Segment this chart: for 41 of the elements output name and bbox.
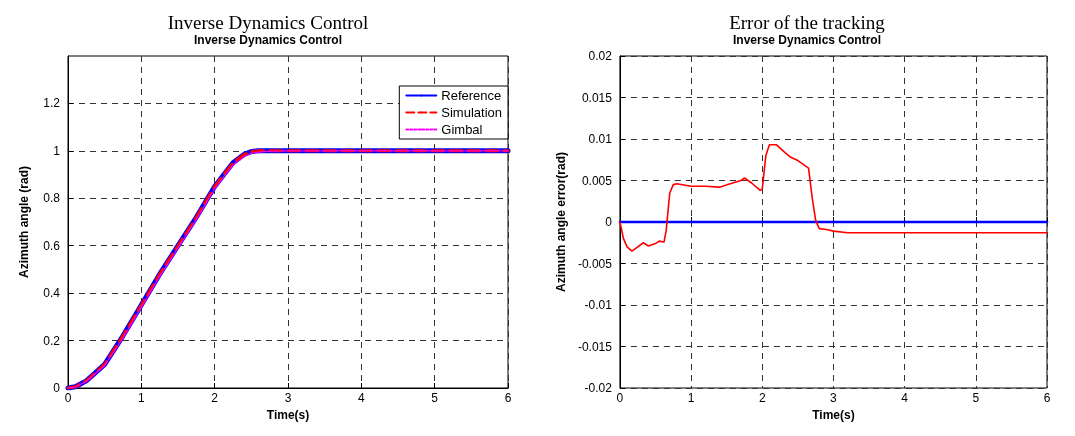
y-tick-label: -0.015 (577, 339, 613, 354)
legend-label: Gimbal (441, 122, 483, 137)
x-tick-label: 0 (616, 391, 624, 405)
x-tick-label: 3 (284, 391, 292, 405)
y-tick-label: -0.005 (577, 256, 613, 271)
x-tick-label: 4 (357, 391, 365, 405)
x-tick-label: 2 (211, 391, 219, 405)
x-tick-label: 2 (758, 391, 766, 405)
chart-title: Inverse Dynamics Control (167, 12, 369, 33)
y-tick-label: 0 (605, 215, 613, 229)
y-tick-label: 0.005 (581, 173, 613, 188)
x-tick-label: 3 (830, 391, 838, 405)
x-axis-title: Time(s) (266, 407, 310, 422)
x-tick-label: 6 (504, 391, 512, 405)
y-tick-label: 0.4 (43, 286, 61, 301)
chart-subtitle: Inverse Dynamics Control (732, 33, 882, 47)
x-tick-label: 6 (1043, 391, 1051, 405)
y-tick-label: 0.01 (588, 132, 613, 146)
legend-label: Simulation (441, 105, 503, 120)
x-tick-label: 5 (972, 391, 980, 405)
y-tick-label: -0.01 (584, 298, 613, 312)
y-tick-label: 1.2 (43, 96, 61, 111)
y-axis-title: Azimuth angle error(rad) (554, 151, 568, 293)
y-tick-label: 1 (53, 143, 61, 158)
x-tick-label: 4 (901, 391, 909, 405)
legend-label: Reference (441, 88, 502, 103)
x-axis-title: Time(s) (812, 407, 855, 422)
x-tick-label: 0 (64, 391, 72, 405)
y-tick-label: 0.6 (43, 238, 61, 253)
y-tick-label: 0.015 (581, 90, 613, 105)
y-axis-title: Azimuth angle (rad) (17, 165, 31, 279)
chart-subtitle: Inverse Dynamics Control (193, 33, 343, 47)
chart-title: Error of the tracking (729, 12, 886, 33)
y-tick-label: 0.8 (43, 191, 61, 206)
y-tick-label: 0 (53, 381, 61, 395)
x-tick-label: 1 (137, 391, 145, 405)
x-tick-label: 5 (431, 391, 439, 405)
x-tick-label: 1 (687, 391, 695, 405)
y-tick-label: 0.02 (588, 49, 613, 63)
y-tick-label: -0.02 (584, 381, 613, 395)
y-tick-label: 0.2 (43, 333, 61, 348)
